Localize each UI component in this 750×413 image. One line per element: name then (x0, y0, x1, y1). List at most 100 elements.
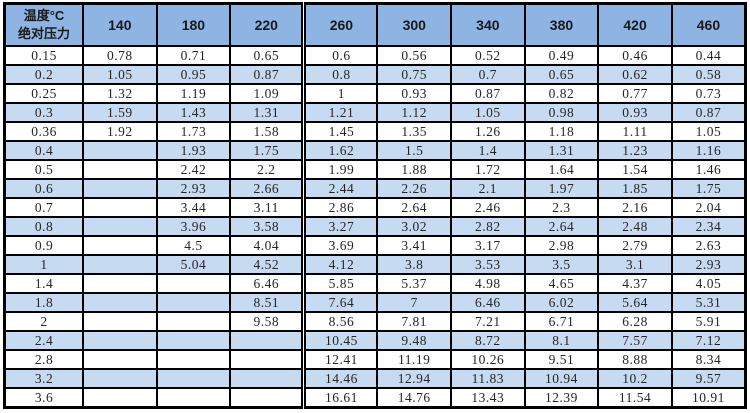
data-cell: 11.83 (450, 368, 526, 389)
data-cell: 1.19 (155, 83, 232, 104)
data-cell: 1.46 (670, 159, 747, 180)
data-cell (229, 330, 305, 351)
data-cell: 1.45 (301, 121, 379, 142)
data-cell: 5.31 (670, 292, 747, 313)
data-cell: 0.73 (670, 83, 747, 104)
data-cell: 3.02 (376, 216, 453, 237)
data-cell (155, 387, 232, 409)
data-cell: 1.23 (597, 140, 673, 161)
data-cell: 11.19 (376, 349, 453, 370)
data-cell: 2.34 (670, 216, 747, 237)
data-cell: 1.88 (376, 159, 453, 180)
data-cell: 1.75 (229, 140, 305, 161)
data-cell (82, 140, 158, 161)
row-label-cell: 0.3 (3, 102, 84, 123)
data-cell: 2.46 (450, 197, 526, 218)
corner-temperature-label: 温度°C (23, 7, 65, 23)
data-cell: 0.93 (376, 83, 453, 104)
data-cell (82, 330, 158, 351)
table-row: 0.25 1.32 1.19 1.09 1 0.93 0.87 0.82 0.77 0.73 (3, 83, 747, 104)
row-label-cell: 0.7 (3, 197, 84, 218)
data-cell: 3.96 (155, 216, 232, 237)
data-cell: 6.28 (597, 311, 673, 332)
data-cell (82, 178, 158, 199)
data-cell: 1.99 (301, 159, 379, 180)
data-cell (82, 292, 158, 313)
table-row: 0.5 2.42 2.2 1.99 1.88 1.72 1.64 1.54 1.46 (3, 159, 747, 180)
row-label-cell: 3.6 (3, 387, 84, 409)
data-cell: 4.12 (301, 254, 379, 275)
header-cell-380: 380 (523, 2, 600, 47)
data-cell: 2.86 (301, 197, 379, 218)
data-cell: 2.2 (229, 159, 305, 180)
table-row: 0.36 1.92 1.73 1.58 1.45 1.35 1.26 1.18 1.11 1.05 (3, 121, 747, 142)
table-row: 0.2 1.05 0.95 0.87 0.8 0.75 0.7 0.65 0.62 0.58 (3, 64, 747, 85)
table-row: 2 9.58 8.56 7.81 7.21 6.71 6.28 5.91 (3, 311, 747, 332)
header-cell-300: 300 (376, 2, 453, 47)
data-cell (155, 273, 232, 294)
row-label-cell: 0.36 (3, 121, 84, 142)
table-row: 0.8 3.96 3.58 3.27 3.02 2.82 2.64 2.48 2.34 (3, 216, 747, 237)
data-cell (82, 235, 158, 256)
data-cell: 2.26 (376, 178, 453, 199)
row-label-cell: 0.5 (3, 159, 84, 180)
table-row: 0.4 1.93 1.75 1.62 1.5 1.4 1.31 1.23 1.16 (3, 140, 747, 161)
data-cell: 1.05 (82, 64, 158, 85)
data-cell: 0.87 (450, 83, 526, 104)
data-cell: 1.11 (597, 121, 673, 142)
data-cell: 3.58 (229, 216, 305, 237)
data-cell: 2.63 (670, 235, 747, 256)
data-cell: 7.21 (450, 311, 526, 332)
header-cell-340: 340 (450, 2, 526, 47)
data-cell: 7.57 (597, 330, 673, 351)
data-cell: 1.75 (670, 178, 747, 199)
data-cell (155, 311, 232, 332)
data-cell: 11.54 (597, 387, 673, 409)
data-cell: 2.66 (229, 178, 305, 199)
data-cell (155, 330, 232, 351)
data-cell: 10.26 (450, 349, 526, 370)
data-cell: 5.04 (155, 254, 232, 275)
table-row: 0.7 3.44 3.11 2.86 2.64 2.46 2.3 2.16 2.04 (3, 197, 747, 218)
data-cell: 2.93 (670, 254, 747, 275)
data-cell: 5.85 (301, 273, 379, 294)
table-row: 1.4 6.46 5.85 5.37 4.98 4.65 4.37 4.05 (3, 273, 747, 294)
data-cell: 7.12 (670, 330, 747, 351)
data-cell: 2.16 (597, 197, 673, 218)
data-cell: 0.8 (301, 64, 379, 85)
data-cell: 1.16 (670, 140, 747, 161)
row-label-cell: 2 (3, 311, 84, 332)
data-cell: 10.91 (670, 387, 747, 409)
row-label-cell: 3.2 (3, 368, 84, 389)
data-cell: 9.51 (523, 349, 600, 370)
data-cell: 2.82 (450, 216, 526, 237)
data-cell (82, 368, 158, 389)
data-cell: 10.94 (523, 368, 600, 389)
data-cell: 4.05 (670, 273, 747, 294)
data-cell: 2.44 (301, 178, 379, 199)
table-row: 3.6 16.61 14.76 13.43 12.39 11.54 10.91 (3, 387, 747, 409)
data-cell: 8.1 (523, 330, 600, 351)
data-cell: 2.93 (155, 178, 232, 199)
data-cell: 1.4 (450, 140, 526, 161)
data-cell: 8.34 (670, 349, 747, 370)
data-cell: 4.52 (229, 254, 305, 275)
corner-header-cell: 温度°C 绝对压力 (3, 2, 84, 47)
table-row: 1 5.04 4.52 4.12 3.8 3.53 3.5 3.1 2.93 (3, 254, 747, 275)
data-cell (229, 368, 305, 389)
data-cell: 0.93 (597, 102, 673, 123)
data-cell: 3.1 (597, 254, 673, 275)
data-cell (82, 349, 158, 370)
data-cell: 4.04 (229, 235, 305, 256)
data-cell: 1.73 (155, 121, 232, 142)
data-cell: 8.72 (450, 330, 526, 351)
data-cell: 12.94 (376, 368, 453, 389)
data-cell: 3.5 (523, 254, 600, 275)
data-cell: 13.43 (450, 387, 526, 409)
row-label-cell: 1.4 (3, 273, 84, 294)
header-cell-260: 260 (301, 2, 379, 47)
data-cell: 8.88 (597, 349, 673, 370)
table-row: 1.8 8.51 7.64 7 6.46 6.02 5.64 5.31 (3, 292, 747, 313)
row-label-cell: 2.4 (3, 330, 84, 351)
